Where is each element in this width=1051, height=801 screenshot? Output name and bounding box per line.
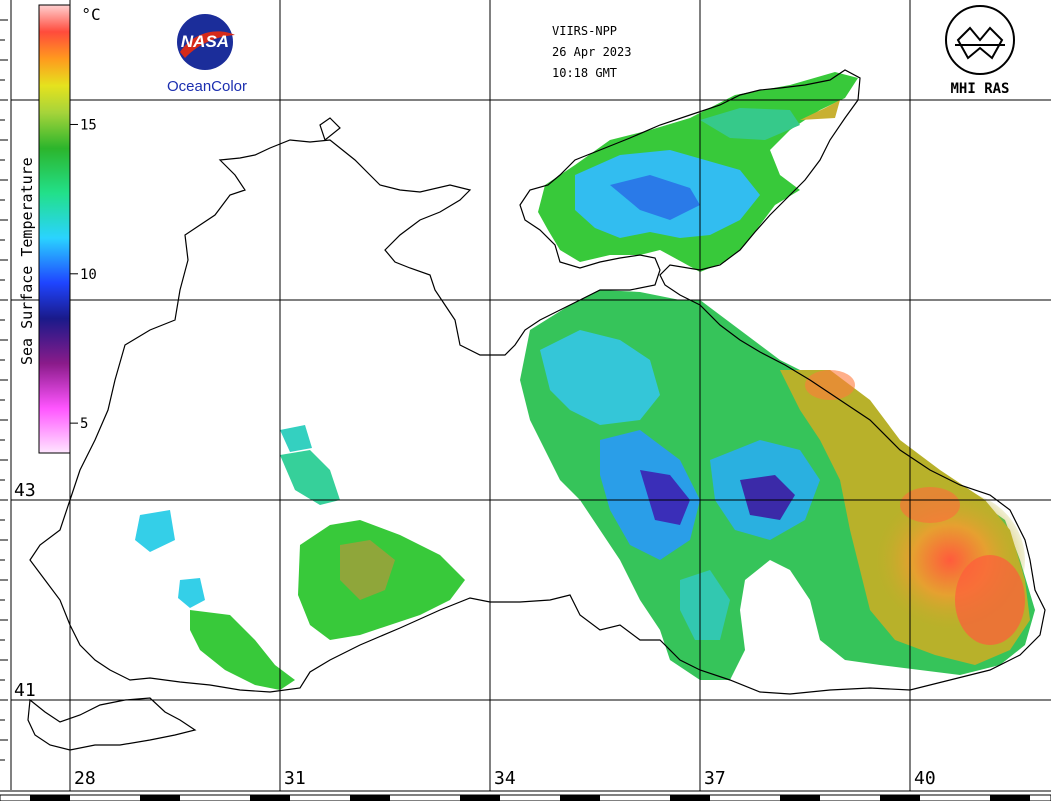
colorbar-tick-label: 5 xyxy=(80,416,88,432)
lon-label-34: 34 xyxy=(494,768,516,789)
lon-label-40: 40 xyxy=(914,768,936,789)
latitude-labels: 43 41 xyxy=(14,480,36,701)
mhi-ras-logo: MHI RAS xyxy=(945,5,1015,97)
nasa-wordmark: NASA xyxy=(181,32,229,51)
colorbar-tick-label: 15 xyxy=(80,117,97,133)
oceancolor-caption: OceanColor xyxy=(167,78,247,95)
colorbar-unit: °C xyxy=(81,5,100,24)
mhi-ras-caption: MHI RAS xyxy=(950,81,1009,97)
colorbar-tick-label: 10 xyxy=(80,267,97,283)
colorbar-title: Sea Surface Temperature xyxy=(18,157,36,365)
lon-label-37: 37 xyxy=(704,768,726,789)
lat-lon-grid xyxy=(11,0,1051,791)
acquisition-date: 26 Apr 2023 xyxy=(552,45,631,59)
header-block: VIIRS-NPP 26 Apr 2023 10:18 GMT xyxy=(552,24,631,80)
lat-label-43: 43 xyxy=(14,480,36,501)
nasa-logo: NASA OceanColor xyxy=(167,14,247,95)
lon-label-28: 28 xyxy=(74,768,96,789)
coastline xyxy=(27,69,1046,751)
bottom-ruler xyxy=(0,790,1051,801)
left-ruler xyxy=(0,0,12,790)
colorbar: °C Sea Surface Temperature 5 10 15 xyxy=(18,4,101,454)
longitude-labels: 28 31 34 37 40 xyxy=(74,768,936,789)
satellite-name: VIIRS-NPP xyxy=(552,24,617,38)
colorbar-gradient xyxy=(39,5,70,453)
lon-label-31: 31 xyxy=(284,768,306,789)
sst-data-layer xyxy=(135,72,1035,690)
acquisition-time: 10:18 GMT xyxy=(552,66,617,80)
lat-label-41: 41 xyxy=(14,680,36,701)
colorbar-ticks: 5 10 15 xyxy=(70,117,97,432)
